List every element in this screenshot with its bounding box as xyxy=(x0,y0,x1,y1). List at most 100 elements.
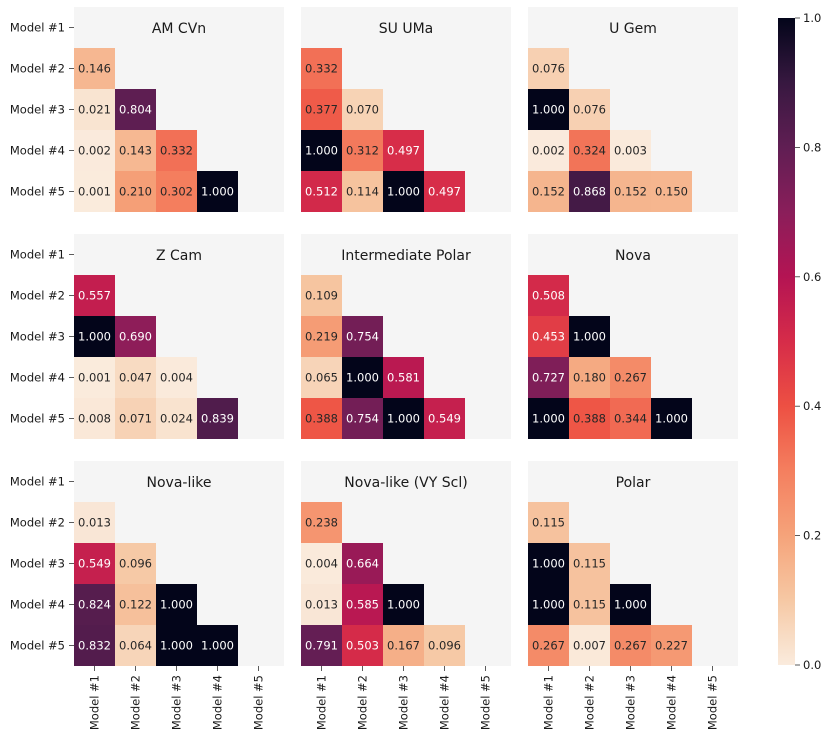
cell-value-label: 0.832 xyxy=(78,639,111,653)
heatmap-cell xyxy=(301,543,342,584)
colorbar xyxy=(778,18,795,665)
cell-value-label: 1.000 xyxy=(532,103,565,117)
heatmap-cell xyxy=(74,584,115,625)
cell-value-label: 0.109 xyxy=(305,289,338,303)
heatmap-cell xyxy=(651,625,692,666)
cell-value-label: 0.267 xyxy=(614,371,647,385)
x-tick-label: Model #5 xyxy=(479,675,493,730)
cell-value-label: 0.152 xyxy=(614,185,647,199)
heatmap-cell xyxy=(528,357,569,398)
x-tick-label: Model #3 xyxy=(170,675,184,730)
heatmap-cell xyxy=(156,398,197,439)
cell-value-label: 0.581 xyxy=(387,371,420,385)
heatmap-cell xyxy=(342,171,383,212)
heatmap-cell xyxy=(569,316,610,357)
colorbar-tick-label: 0.4 xyxy=(803,399,821,413)
heatmap-cell xyxy=(528,171,569,212)
y-tick-label: Model #3 xyxy=(10,330,65,344)
heatmap-cell xyxy=(74,625,115,666)
cell-value-label: 1.000 xyxy=(160,598,193,612)
x-tick-label: Model #4 xyxy=(665,675,679,730)
panel-title-z-cam: Z Cam xyxy=(156,248,202,264)
heatmap-cell xyxy=(74,316,115,357)
x-tick-label: Model #1 xyxy=(542,675,556,730)
colorbar-tick-label: 0.2 xyxy=(803,529,821,543)
heatmap-cell xyxy=(528,130,569,171)
heatmap-cell xyxy=(528,625,569,666)
cell-value-label: 1.000 xyxy=(655,412,688,426)
y-tick-label: Model #2 xyxy=(10,516,65,530)
heatmap-cell xyxy=(301,48,342,89)
cell-value-label: 0.453 xyxy=(532,330,565,344)
heatmap-cell xyxy=(424,398,465,439)
cell-value-label: 0.585 xyxy=(346,598,379,612)
heatmap-cell xyxy=(569,584,610,625)
cell-value-label: 1.000 xyxy=(305,144,338,158)
cell-value-label: 0.508 xyxy=(532,289,565,303)
heatmap-cell xyxy=(342,130,383,171)
y-tick-label: Model #5 xyxy=(10,412,65,426)
x-tick-label: Model #4 xyxy=(211,675,225,730)
heatmap-cell xyxy=(569,625,610,666)
cell-value-label: 1.000 xyxy=(387,412,420,426)
cell-value-label: 0.143 xyxy=(119,144,152,158)
x-tick-label: Model #2 xyxy=(356,675,370,730)
cell-value-label: 0.804 xyxy=(119,103,152,117)
colorbar-tick-label: 1.0 xyxy=(803,11,821,25)
heatmap-cell xyxy=(342,89,383,130)
cell-value-label: 0.332 xyxy=(305,62,338,76)
x-tick-label: Model #4 xyxy=(438,675,452,730)
heatmap-cell xyxy=(383,625,424,666)
cell-value-label: 1.000 xyxy=(78,330,111,344)
y-tick-label: Model #4 xyxy=(10,371,65,385)
heatmap-cell xyxy=(115,171,156,212)
heatmap-cell xyxy=(74,130,115,171)
heatmap-cell xyxy=(342,543,383,584)
cell-value-label: 0.332 xyxy=(160,144,193,158)
heatmap-cell xyxy=(115,357,156,398)
heatmap-cell xyxy=(197,171,238,212)
heatmap-cell xyxy=(301,398,342,439)
cell-value-label: 1.000 xyxy=(532,557,565,571)
heatmap-cell xyxy=(342,357,383,398)
cell-value-label: 0.146 xyxy=(78,62,111,76)
cell-value-label: 0.227 xyxy=(655,639,688,653)
cell-value-label: 1.000 xyxy=(160,639,193,653)
heatmap-cell xyxy=(383,398,424,439)
heatmap-cell xyxy=(301,502,342,543)
cell-value-label: 0.001 xyxy=(78,185,111,199)
x-tick-label: Model #3 xyxy=(624,675,638,730)
heatmap-cell xyxy=(156,584,197,625)
heatmap-cell xyxy=(74,543,115,584)
y-tick-label: Model #5 xyxy=(10,639,65,653)
cell-value-label: 0.115 xyxy=(573,598,606,612)
heatmap-cell xyxy=(610,584,651,625)
heatmap-cell xyxy=(156,171,197,212)
cell-value-label: 0.824 xyxy=(78,598,111,612)
cell-value-label: 0.004 xyxy=(160,371,193,385)
cell-value-label: 1.000 xyxy=(532,598,565,612)
cell-value-label: 0.727 xyxy=(532,371,565,385)
heatmap-cell xyxy=(342,398,383,439)
cell-value-label: 1.000 xyxy=(614,598,647,612)
cell-value-label: 0.388 xyxy=(573,412,606,426)
cell-value-label: 1.000 xyxy=(387,185,420,199)
cell-value-label: 0.267 xyxy=(532,639,565,653)
cell-value-label: 0.512 xyxy=(305,185,338,199)
heatmap-cell xyxy=(528,502,569,543)
cell-value-label: 0.791 xyxy=(305,639,338,653)
heatmap-cell xyxy=(424,625,465,666)
heatmap-cell xyxy=(74,89,115,130)
heatmap-cell xyxy=(424,171,465,212)
x-tick-label: Model #2 xyxy=(583,675,597,730)
heatmap-cell xyxy=(301,316,342,357)
cell-value-label: 1.000 xyxy=(201,639,234,653)
y-tick-label: Model #2 xyxy=(10,62,65,76)
heatmap-cell xyxy=(528,398,569,439)
heatmap-cell xyxy=(115,584,156,625)
cell-value-label: 0.549 xyxy=(78,557,111,571)
heatmap-cell xyxy=(156,625,197,666)
cell-value-label: 0.344 xyxy=(614,412,647,426)
heatmap-cell xyxy=(528,275,569,316)
